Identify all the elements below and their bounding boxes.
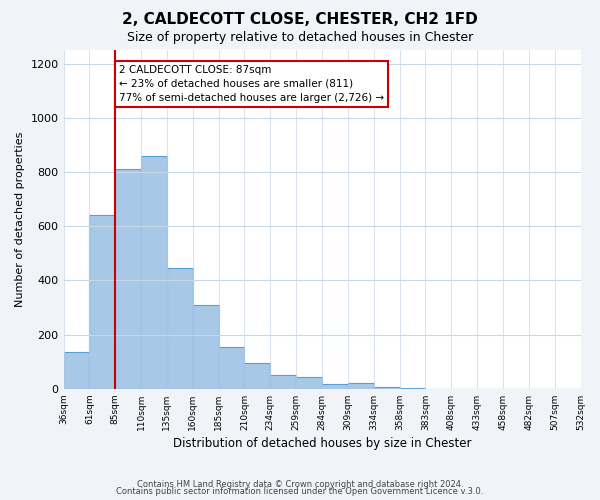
Bar bbox=[218, 347, 244, 389]
Bar bbox=[64, 352, 89, 389]
Text: Contains HM Land Registry data © Crown copyright and database right 2024.: Contains HM Land Registry data © Crown c… bbox=[137, 480, 463, 489]
X-axis label: Distribution of detached houses by size in Chester: Distribution of detached houses by size … bbox=[173, 437, 471, 450]
Bar bbox=[400, 388, 425, 389]
Bar bbox=[89, 216, 115, 389]
Text: Size of property relative to detached houses in Chester: Size of property relative to detached ho… bbox=[127, 31, 473, 44]
Y-axis label: Number of detached properties: Number of detached properties bbox=[15, 132, 25, 307]
Bar bbox=[322, 384, 348, 389]
Bar bbox=[193, 305, 218, 389]
Bar bbox=[115, 170, 141, 389]
Bar bbox=[244, 362, 271, 389]
Text: Contains public sector information licensed under the Open Government Licence v.: Contains public sector information licen… bbox=[116, 488, 484, 496]
Text: 2, CALDECOTT CLOSE, CHESTER, CH2 1FD: 2, CALDECOTT CLOSE, CHESTER, CH2 1FD bbox=[122, 12, 478, 28]
Bar bbox=[141, 156, 167, 389]
Bar bbox=[348, 383, 374, 389]
Text: 2 CALDECOTT CLOSE: 87sqm
← 23% of detached houses are smaller (811)
77% of semi-: 2 CALDECOTT CLOSE: 87sqm ← 23% of detach… bbox=[119, 65, 384, 103]
Bar bbox=[271, 374, 296, 389]
Bar bbox=[374, 386, 400, 389]
Bar bbox=[167, 268, 193, 389]
Bar bbox=[296, 378, 322, 389]
